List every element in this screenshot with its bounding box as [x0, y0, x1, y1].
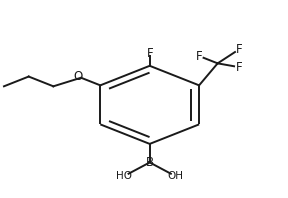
Text: F: F [146, 47, 153, 60]
Text: F: F [236, 61, 242, 74]
Text: B: B [146, 156, 154, 169]
Text: F: F [196, 50, 202, 63]
Text: OH: OH [167, 171, 183, 181]
Text: F: F [235, 43, 242, 56]
Text: HO: HO [116, 171, 132, 181]
Text: O: O [73, 70, 83, 83]
